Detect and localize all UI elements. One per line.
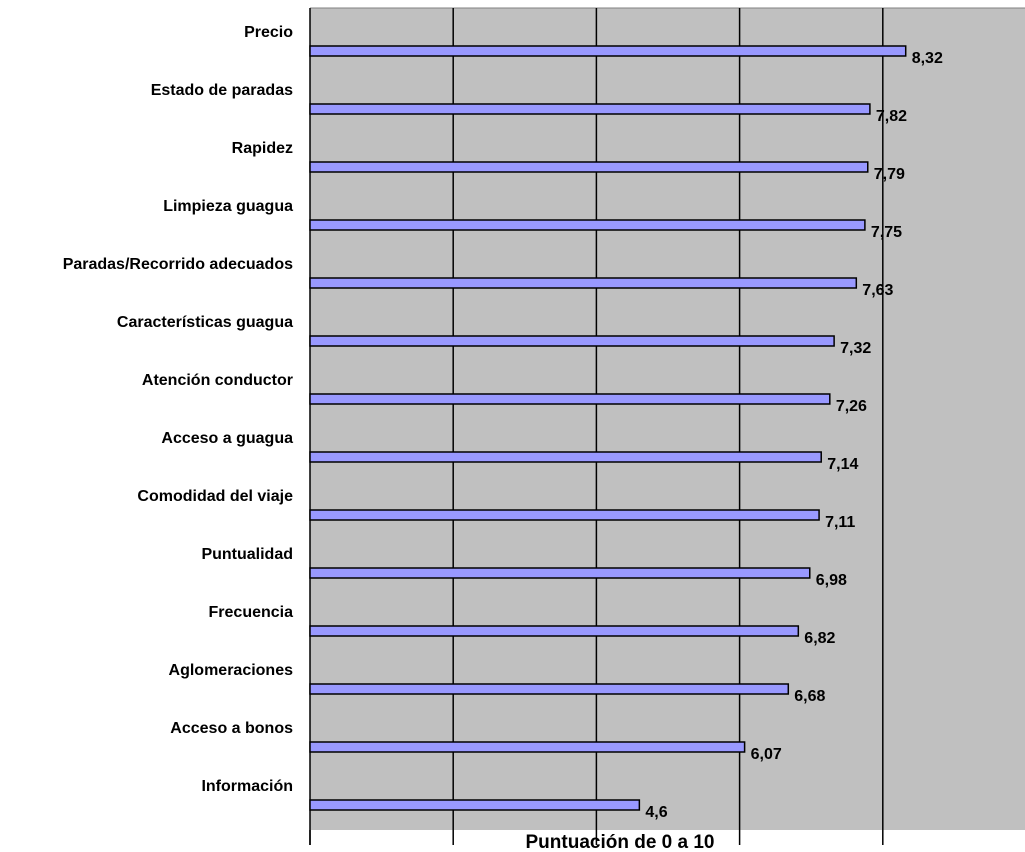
bar	[309, 625, 800, 637]
bar	[309, 799, 641, 811]
bar	[309, 161, 869, 173]
bar	[309, 393, 831, 405]
bar	[309, 45, 907, 57]
bar	[309, 451, 822, 463]
category-label: Acceso a guagua	[161, 430, 293, 447]
x-axis-ticks	[309, 830, 884, 845]
value-label: 7,26	[836, 398, 867, 415]
category-label: Limpieza guagua	[163, 198, 293, 215]
value-label: 7,82	[876, 108, 907, 125]
value-label: 7,14	[827, 456, 858, 473]
category-label: Paradas/Recorrido adecuados	[63, 256, 293, 273]
value-label: 6,07	[751, 746, 782, 763]
category-label: Información	[201, 778, 293, 795]
value-label: 7,11	[825, 514, 855, 531]
bar	[309, 277, 858, 289]
value-label: 7,79	[874, 166, 905, 183]
category-label: Precio	[244, 24, 293, 41]
bar	[309, 335, 835, 347]
category-label: Aglomeraciones	[169, 662, 294, 679]
bar	[309, 219, 866, 231]
category-label: Características guagua	[117, 314, 293, 331]
value-label: 6,98	[816, 572, 847, 589]
category-label: Estado de paradas	[151, 82, 293, 99]
bar	[309, 103, 871, 115]
value-label: 7,75	[871, 224, 902, 241]
x-axis-title: Puntuación de 0 a 10	[526, 832, 715, 852]
plot-area	[310, 8, 1025, 830]
category-labels: Precio Estado de paradas Rapidez Limpieza g…	[63, 24, 294, 795]
bar	[309, 567, 811, 579]
bar	[309, 741, 746, 753]
value-label: 4,6	[645, 804, 667, 821]
category-label: Atención conductor	[142, 372, 293, 389]
category-label: Puntualidad	[201, 546, 293, 563]
value-label: 6,82	[804, 630, 835, 647]
bar	[309, 683, 790, 695]
category-label: Rapidez	[232, 140, 293, 157]
category-label: Comodidad del viaje	[137, 488, 293, 505]
value-labels: 8,32 7,82 7,79 7,75 7,63 7,32 7,26 7,14 7,11 6,98…	[645, 50, 943, 821]
value-label: 7,63	[862, 282, 893, 299]
value-label: 8,32	[912, 50, 943, 67]
category-label: Frecuencia	[209, 604, 294, 621]
value-label: 7,32	[840, 340, 871, 357]
value-label: 6,68	[794, 688, 825, 705]
category-label: Acceso a bonos	[170, 720, 293, 737]
bar	[309, 509, 820, 521]
bars	[309, 45, 907, 811]
